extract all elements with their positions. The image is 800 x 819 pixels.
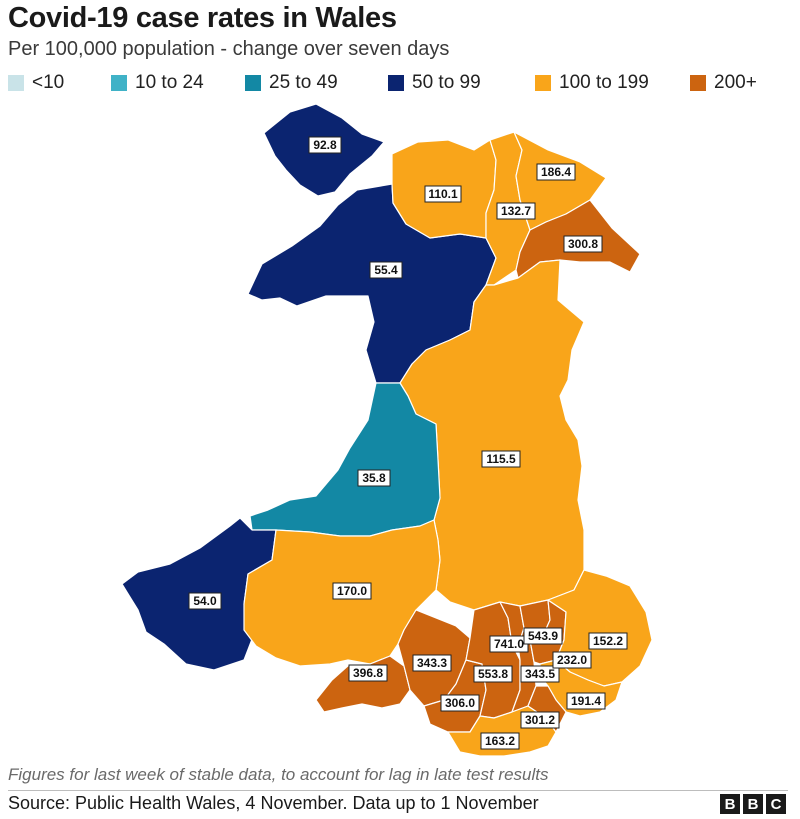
legend-item-100-199: 100 to 199 <box>535 70 649 96</box>
label-newport: 191.4 <box>566 692 606 710</box>
label-rhondda-cynon-taf: 553.8 <box>473 665 513 683</box>
label-caerphilly: 343.5 <box>520 665 560 683</box>
legend: <10 10 to 24 25 to 49 50 to 99 100 to 19… <box>8 70 788 98</box>
label-cardiff: 301.2 <box>520 711 560 729</box>
legend-swatch-10-24 <box>111 75 127 91</box>
legend-label-lt10: <10 <box>32 72 65 93</box>
label-torfaen: 232.0 <box>552 651 592 669</box>
region-ceredigion <box>249 382 441 537</box>
value-label: 92.8 <box>313 138 337 152</box>
label-gwynedd: 55.4 <box>369 261 403 279</box>
label-vale-of-glamorgan: 163.2 <box>480 732 520 750</box>
label-merthyr-tydfil: 741.0 <box>489 635 529 653</box>
page-subtitle: Per 100,000 population - change over sev… <box>8 38 450 60</box>
bbc-logo-letter: B <box>743 794 763 814</box>
value-label: 396.8 <box>353 666 383 680</box>
label-ceredigion: 35.8 <box>357 469 391 487</box>
label-blaenau-gwent: 543.9 <box>523 627 563 645</box>
legend-label-200-plus: 200+ <box>714 72 757 93</box>
legend-item-lt10: <10 <box>8 70 64 96</box>
page-title: Covid-19 case rates in Wales <box>8 2 397 34</box>
value-label: 132.7 <box>501 204 531 218</box>
value-label: 741.0 <box>494 637 524 651</box>
bbc-logo: B B C <box>720 794 786 814</box>
legend-item-50-99: 50 to 99 <box>388 70 481 96</box>
bbc-logo-letter: B <box>720 794 740 814</box>
value-label: 55.4 <box>374 263 398 277</box>
value-label: 301.2 <box>525 713 555 727</box>
legend-item-25-49: 25 to 49 <box>245 70 338 96</box>
value-label: 191.4 <box>571 694 601 708</box>
value-label: 232.0 <box>557 653 587 667</box>
label-flintshire: 186.4 <box>536 163 576 181</box>
label-bridgend: 306.0 <box>440 694 480 712</box>
value-label: 35.8 <box>362 471 386 485</box>
label-monmouthshire: 152.2 <box>588 632 628 650</box>
divider <box>8 790 788 791</box>
value-label: 115.5 <box>486 452 516 466</box>
value-label: 343.5 <box>525 667 555 681</box>
label-conwy: 110.1 <box>424 185 462 203</box>
value-label: 152.2 <box>593 634 623 648</box>
value-label: 110.1 <box>428 187 458 201</box>
value-label: 306.0 <box>445 696 475 710</box>
label-denbighshire: 132.7 <box>496 202 536 220</box>
value-label: 54.0 <box>193 594 217 608</box>
legend-label-50-99: 50 to 99 <box>412 72 481 93</box>
legend-swatch-200-plus <box>690 75 706 91</box>
legend-label-25-49: 25 to 49 <box>269 72 338 93</box>
value-label: 300.8 <box>568 237 598 251</box>
legend-label-10-24: 10 to 24 <box>135 72 204 93</box>
legend-item-10-24: 10 to 24 <box>111 70 204 96</box>
value-label: 543.9 <box>528 629 558 643</box>
source-text: Source: Public Health Wales, 4 November.… <box>8 793 539 813</box>
legend-swatch-100-199 <box>535 75 551 91</box>
bbc-logo-letter: C <box>766 794 786 814</box>
label-pembrokeshire: 54.0 <box>188 592 222 610</box>
value-label: 343.3 <box>417 656 447 670</box>
footnote: Figures for last week of stable data, to… <box>8 765 549 784</box>
value-label: 186.4 <box>541 165 571 179</box>
legend-label-100-199: 100 to 199 <box>559 72 649 93</box>
value-label: 170.0 <box>337 584 367 598</box>
label-anglesey: 92.8 <box>308 136 342 154</box>
label-swansea: 396.8 <box>348 664 388 682</box>
legend-item-200-plus: 200+ <box>690 70 757 96</box>
label-wrexham: 300.8 <box>563 235 603 253</box>
legend-swatch-lt10 <box>8 75 24 91</box>
legend-swatch-25-49 <box>245 75 261 91</box>
value-labels: 92.8 110.1 186.4 132.7 300.8 55.4 115.5 <box>188 136 628 750</box>
label-neath-port-talbot: 343.3 <box>412 654 452 672</box>
label-carmarthenshire: 170.0 <box>332 582 372 600</box>
legend-swatch-50-99 <box>388 75 404 91</box>
value-label: 553.8 <box>478 667 508 681</box>
value-label: 163.2 <box>485 734 515 748</box>
label-powys: 115.5 <box>481 450 521 468</box>
